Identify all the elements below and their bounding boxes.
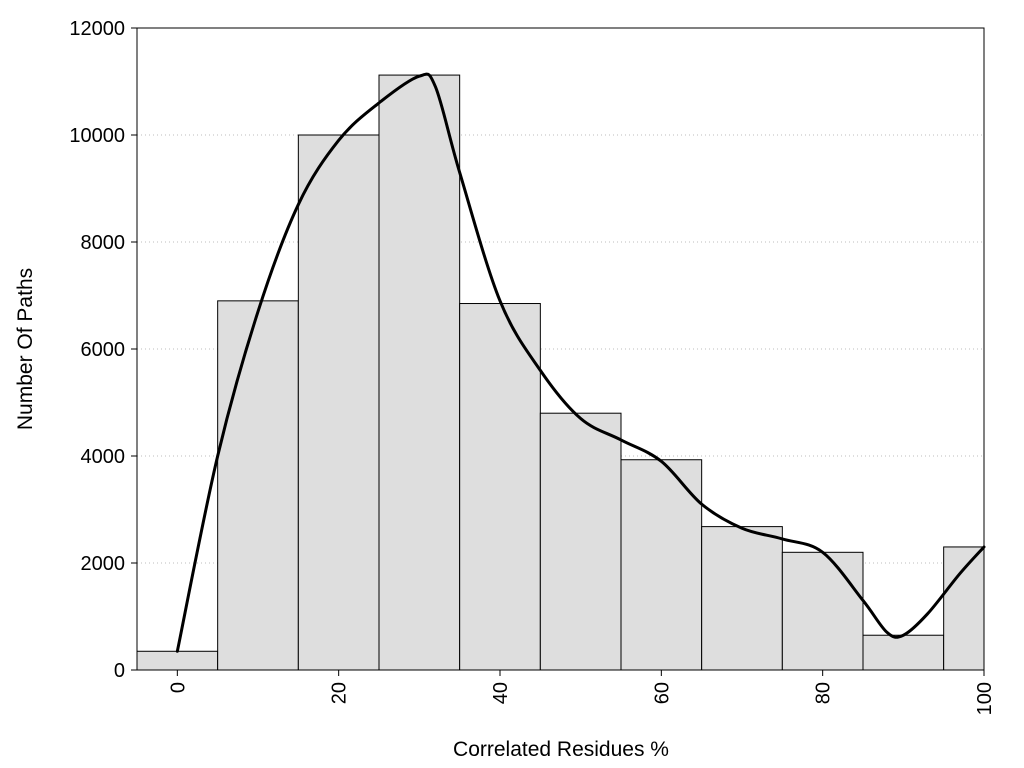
histogram-bar bbox=[136, 650, 219, 671]
bars bbox=[136, 74, 985, 671]
x-tick-label: 60 bbox=[651, 682, 673, 704]
histogram-bar bbox=[620, 459, 703, 671]
y-tick-label: 2000 bbox=[81, 553, 126, 575]
x-tick-label: 0 bbox=[167, 682, 189, 693]
x-axis: 0 20 40 60 80 100 bbox=[167, 670, 996, 715]
x-tick-label: 20 bbox=[329, 682, 351, 704]
histogram-bar bbox=[539, 412, 622, 671]
histogram-bar bbox=[943, 546, 985, 671]
histogram-bar bbox=[378, 74, 461, 671]
y-tick-label: 0 bbox=[114, 660, 125, 682]
x-tick-label: 100 bbox=[974, 682, 996, 715]
x-tick-label: 80 bbox=[813, 682, 835, 704]
histogram-bar bbox=[862, 634, 945, 671]
y-tick-label: 8000 bbox=[81, 232, 126, 254]
y-tick-label: 4000 bbox=[81, 446, 126, 468]
x-tick-label: 40 bbox=[490, 682, 512, 704]
y-tick-label: 10000 bbox=[69, 125, 125, 147]
density-curve-layer bbox=[175, 72, 986, 653]
histogram-bar bbox=[701, 526, 783, 671]
density-curve bbox=[175, 72, 986, 653]
y-axis: 0 2000 4000 6000 8000 10000 12000 bbox=[69, 18, 137, 682]
y-tick-label: 6000 bbox=[81, 339, 126, 361]
histogram-bar bbox=[217, 300, 299, 671]
y-tick-label: 12000 bbox=[69, 18, 125, 40]
histogram-bar bbox=[459, 303, 541, 671]
y-axis-title: Number Of Paths bbox=[14, 268, 37, 430]
x-axis-title: Correlated Residues % bbox=[453, 738, 669, 761]
histogram-bar bbox=[781, 551, 864, 671]
histogram-bar bbox=[297, 134, 380, 671]
